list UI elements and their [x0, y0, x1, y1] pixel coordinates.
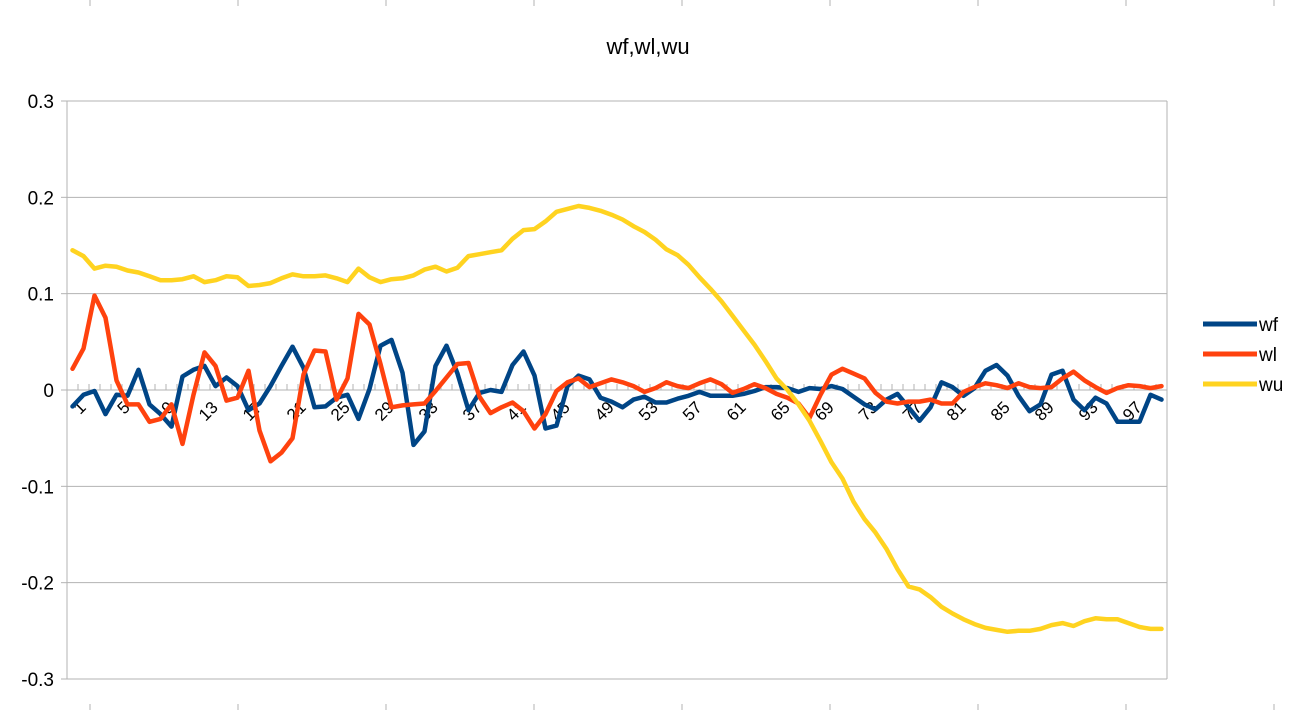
legend-label-wu: wu: [1258, 375, 1283, 396]
y-tick-label: 0.2: [28, 188, 54, 209]
x-tick-label: 13: [195, 398, 222, 425]
legend-label-wf: wf: [1258, 315, 1279, 336]
series-line-wl: [70, 293, 1164, 464]
legend: wf wl wu: [1203, 315, 1283, 396]
y-tick-label: 0.3: [28, 92, 54, 113]
x-tick-label: 85: [987, 398, 1014, 425]
y-tick-label: -0.2: [21, 574, 54, 595]
y-tick-label: 0.1: [28, 285, 54, 306]
x-tick-label: 65: [767, 398, 794, 425]
legend-label-wl: wl: [1258, 345, 1277, 366]
y-axis-ticks: 0.3 0.2 0.1 0 -0.1 -0.2 -0.3: [21, 92, 67, 691]
x-tick-label: 89: [1031, 398, 1058, 425]
outer-frame-ticks: [89, 0, 1275, 710]
chart-title: wf,wl,wu: [605, 34, 689, 59]
y-tick-label: -0.3: [21, 670, 54, 691]
y-tick-label: 0: [43, 381, 54, 402]
series-line-wu: [70, 203, 1164, 635]
x-tick-label: 29: [371, 398, 398, 425]
series-lines: [70, 203, 1164, 635]
series-line-wf: [70, 337, 1164, 448]
x-tick-label: 61: [723, 398, 750, 425]
x-tick-label: 57: [679, 398, 706, 425]
y-tick-label: -0.1: [21, 477, 54, 498]
